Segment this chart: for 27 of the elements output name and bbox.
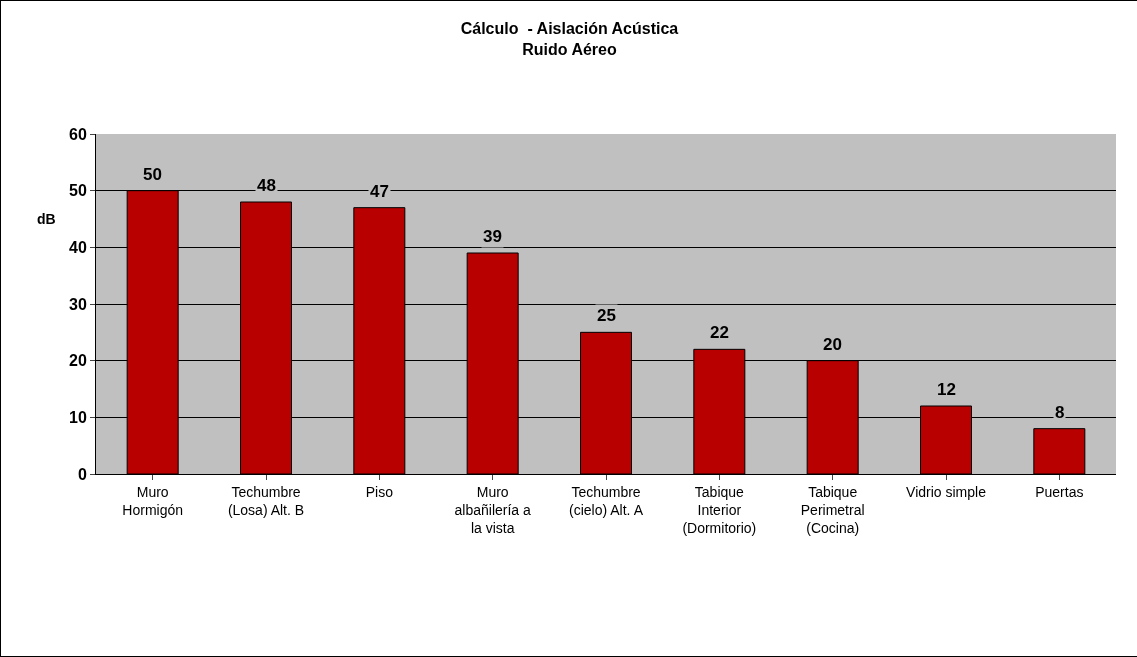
data-label: 25 bbox=[597, 306, 616, 325]
x-tick-label: Techumbre (Losa) Alt. B bbox=[227, 483, 305, 518]
data-label: 39 bbox=[483, 227, 502, 246]
x-tick-label: Muro Hormigón bbox=[122, 483, 184, 518]
y-tick-label: 30 bbox=[69, 295, 87, 313]
x-tick-label: Techumbre (cielo) Alt. A bbox=[569, 483, 644, 518]
y-tick-label: 50 bbox=[69, 182, 87, 200]
data-label: 48 bbox=[257, 176, 276, 195]
data-label: 22 bbox=[710, 323, 729, 342]
y-axis-title: dB bbox=[37, 211, 56, 227]
x-tick-label: Muro albañilería a la vista bbox=[454, 483, 532, 537]
chart-title: Cálculo - Aislación Acústica Ruido Aéreo bbox=[460, 19, 679, 58]
data-label: 12 bbox=[937, 380, 956, 399]
y-tick-label: 20 bbox=[69, 352, 87, 370]
x-tick-label: Tabique Interior (Dormitorio) bbox=[682, 483, 757, 537]
data-label: 50 bbox=[143, 165, 162, 184]
x-tick-label: Puertas bbox=[1035, 483, 1084, 500]
y-tick-label: 40 bbox=[69, 238, 87, 256]
data-label: 47 bbox=[370, 182, 389, 201]
y-tick-label: 60 bbox=[69, 125, 87, 143]
data-label: 8 bbox=[1055, 403, 1065, 422]
y-tick-label: 10 bbox=[69, 408, 87, 426]
y-tick-label: 0 bbox=[77, 465, 87, 483]
data-label: 20 bbox=[823, 335, 842, 354]
x-tick-label: Piso bbox=[365, 483, 394, 500]
x-tick-label: Vidrio simple bbox=[906, 483, 987, 500]
x-tick-label: Tabique Perimetral (Cocina) bbox=[800, 483, 865, 537]
